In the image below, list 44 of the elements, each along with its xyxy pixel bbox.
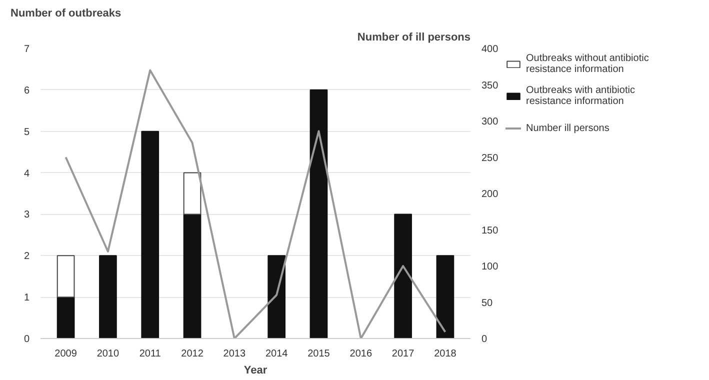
legend-label: Outbreaks without antibiotic resistance information (526, 52, 650, 76)
y2-tick-label: 0 (482, 334, 488, 345)
y-tick-label: 7 (24, 44, 30, 55)
bar (141, 130, 160, 338)
x-tick-label: 2013 (223, 348, 246, 360)
x-tick-label: 2011 (139, 348, 162, 360)
bar (99, 255, 117, 338)
y2-tick-label: 300 (482, 116, 499, 128)
y2-tick-label: 50 (482, 298, 494, 309)
line-series (64, 69, 446, 338)
y2-tick-label: 350 (482, 80, 499, 92)
y2-tick-label: 400 (482, 44, 499, 55)
bar (56, 255, 75, 298)
y-tick-label: 0 (24, 334, 30, 345)
legend-label: Outbreaks with antibiotic resistance information (526, 84, 636, 108)
y-tick-label: 1 (24, 292, 30, 304)
y-tick-label: 5 (24, 126, 30, 138)
x-tick-label: 2012 (181, 348, 204, 360)
x-tick-label: 2010 (96, 348, 120, 360)
y2-tick-label: 250 (482, 152, 499, 164)
x-tick-label: 2009 (54, 348, 78, 360)
bar (436, 255, 454, 338)
y2-tick-label: 150 (482, 225, 499, 236)
y2-axis-title: Number of ill persons (357, 32, 471, 44)
y2-tick-label: 100 (482, 262, 499, 272)
x-tick-label: 2016 (350, 348, 372, 360)
bar (56, 296, 75, 338)
bar (310, 89, 328, 338)
y-tick-label: 4 (24, 168, 30, 180)
x-tick-label: 2018 (434, 348, 457, 360)
legend-label: Number ill persons (526, 122, 610, 136)
bar (183, 172, 202, 215)
x-tick-label: 2015 (308, 348, 330, 360)
x-axis-title: Year (244, 364, 268, 376)
y-tick-label: 3 (24, 210, 30, 221)
y-axis-title: Number of outbreaks (10, 8, 122, 20)
y-tick-label: 6 (24, 85, 30, 96)
bar (394, 214, 412, 338)
x-tick-label: 2017 (392, 348, 415, 360)
bar (183, 214, 202, 338)
y2-tick-label: 200 (482, 189, 499, 200)
y-tick-label: 2 (24, 251, 30, 262)
x-tick-label: 2014 (265, 348, 288, 360)
bar (268, 255, 286, 338)
